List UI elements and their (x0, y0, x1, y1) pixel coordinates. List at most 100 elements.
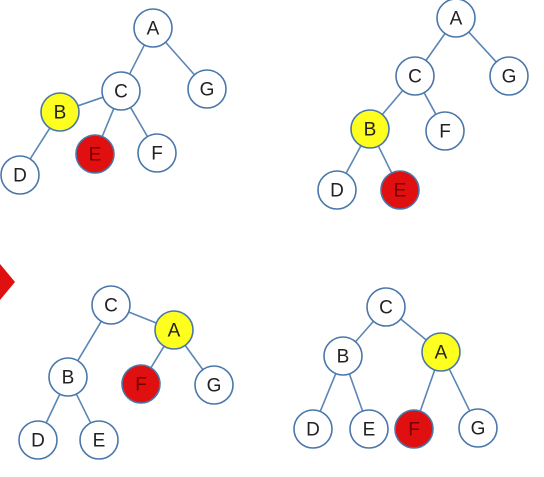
node-circle (489, 56, 529, 96)
tree-2-edge-a-g (468, 31, 497, 63)
tree-4-node-d: D (293, 409, 333, 449)
node-circle (121, 364, 161, 404)
tree-2-node-a: A (436, 0, 476, 38)
tree-3-node-e: E (79, 420, 119, 460)
node-circle (293, 409, 333, 449)
node-circle (425, 111, 465, 151)
tree-1-edge-c-e (101, 108, 115, 137)
node-label: F (151, 144, 163, 165)
tree-3-node-c: C (91, 285, 131, 325)
node-circle (349, 409, 389, 449)
tree-1-edge-a-g (164, 41, 196, 76)
node-label: F (408, 420, 420, 441)
node-circle (154, 310, 194, 350)
tree-1-node-c: C (101, 71, 141, 111)
node-label: B (54, 103, 67, 124)
node-label: C (408, 67, 422, 88)
node-circle (317, 170, 357, 210)
tree-2-edge-c-b (381, 89, 404, 116)
tree-3-node-d: D (18, 420, 58, 460)
node-label: A (450, 9, 463, 30)
tree-4-node-c: C (366, 287, 406, 327)
node-circle (194, 365, 234, 405)
edges-layer (29, 31, 497, 424)
node-label: E (394, 181, 407, 202)
tree-1-edge-c-b (77, 96, 104, 107)
node-label: G (200, 80, 215, 101)
node-label: F (135, 375, 147, 396)
node-circle (0, 155, 40, 195)
tree-4-edge-c-b (354, 320, 375, 343)
node-label: B (364, 120, 377, 141)
node-label: D (306, 420, 320, 441)
node-label: G (207, 376, 222, 397)
tree-1-node-f: F (137, 133, 177, 173)
node-circle (380, 170, 420, 210)
tree-1-edge-a-c (128, 44, 146, 75)
node-circle (101, 71, 141, 111)
node-circle (323, 336, 363, 376)
tree-1-node-d: D (0, 155, 40, 195)
tree-3-edge-c-a (128, 311, 157, 324)
node-label: E (89, 145, 102, 166)
node-label: C (104, 296, 118, 317)
node-circle (40, 92, 80, 132)
tree-1-edge-c-f (129, 107, 149, 137)
node-label: E (93, 431, 106, 452)
tree-3-edge-c-b (77, 320, 102, 362)
node-circle (79, 420, 119, 460)
tree-2-edge-b-e (377, 145, 393, 174)
tree-4-edge-b-e (348, 373, 364, 412)
node-circle (48, 357, 88, 397)
tree-2-node-d: D (317, 170, 357, 210)
node-label: A (147, 19, 160, 40)
tree-3-edge-b-d (45, 393, 61, 424)
node-label: A (168, 321, 181, 342)
tree-4-node-b: B (323, 336, 363, 376)
node-label: G (502, 67, 517, 88)
tree-4-edge-a-g (448, 368, 471, 412)
tree-2-node-f: F (425, 111, 465, 151)
tree-4-node-a: A (421, 332, 461, 372)
tree-2-node-e: E (380, 170, 420, 210)
node-circle (395, 56, 435, 96)
tree-4-node-g: G (458, 408, 498, 448)
tree-4-edge-c-a (400, 318, 427, 341)
tree-3-node-b: B (48, 357, 88, 397)
tree-2-edge-a-c (425, 33, 446, 61)
tree-3-edge-a-f (150, 345, 165, 369)
node-circle (436, 0, 476, 38)
node-label: D (330, 181, 344, 202)
tree-3-edge-a-g (184, 344, 204, 371)
tree-4-edge-a-f (419, 369, 436, 412)
node-circle (458, 408, 498, 448)
tree-1-edge-b-d (29, 127, 51, 160)
node-label: F (439, 122, 451, 143)
node-label: D (31, 431, 45, 452)
tree-2-node-g: G (489, 56, 529, 96)
node-circle (394, 409, 434, 449)
tree-4-node-f: F (394, 409, 434, 449)
tree-1-node-e: E (75, 134, 115, 174)
node-label: A (435, 343, 448, 364)
tree-3-node-a: A (154, 310, 194, 350)
tree-3-node-g: G (194, 365, 234, 405)
tree-4-node-e: E (349, 409, 389, 449)
node-circle (187, 69, 227, 109)
node-label: C (379, 298, 393, 319)
node-label: B (337, 347, 350, 368)
tree-1-node-g: G (187, 69, 227, 109)
tree-2-node-c: C (395, 56, 435, 96)
node-circle (366, 287, 406, 327)
node-circle (350, 109, 390, 149)
red-arrowhead-icon (0, 264, 15, 300)
node-circle (421, 332, 461, 372)
node-label: G (471, 419, 486, 440)
node-label: E (363, 420, 376, 441)
node-label: C (114, 82, 128, 103)
tree-1-node-a: A (133, 8, 173, 48)
tree-3-node-f: F (121, 364, 161, 404)
node-label: B (62, 368, 75, 389)
tree-4-edge-b-d (319, 373, 337, 412)
